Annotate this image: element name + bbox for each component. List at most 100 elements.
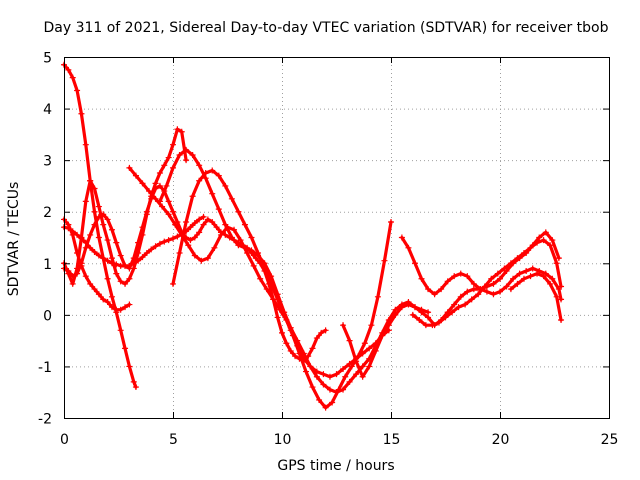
data-point [455,304,462,311]
axis-ticks [64,57,610,419]
data-point [211,244,218,251]
data-point [241,221,248,228]
data-point [170,208,176,215]
data-point [451,273,458,280]
data-point [108,304,115,311]
data-point [529,265,536,272]
data-point [558,317,565,324]
data-point [78,260,85,267]
x-tick-label: 5 [169,432,178,448]
data-point [113,239,120,246]
data-point [95,234,102,241]
data-point [398,234,405,241]
series-8-line [171,168,561,379]
data-point [442,314,449,321]
data-point [501,265,508,272]
data-point [126,301,133,308]
data-point [100,255,107,262]
data-point [549,275,556,282]
data-point [320,381,327,388]
data-point [104,298,111,305]
data-point [113,270,120,277]
data-point [69,228,76,235]
data-point [418,309,425,316]
data-point [198,257,205,264]
data-point [104,216,111,223]
data-point [422,322,429,329]
data-point [126,275,133,282]
data-point [313,368,320,375]
data-point [100,211,107,218]
data-point [547,242,554,249]
data-point [132,172,139,179]
data-point [222,221,229,228]
data-point [435,319,442,326]
data-point [231,226,238,233]
data-point [65,66,72,73]
data-point [108,255,115,262]
data-point [294,337,301,344]
data-point [307,363,314,370]
data-point [366,355,373,362]
x-tick-label: 25 [601,432,619,448]
data-point [74,270,81,277]
data-point [122,304,129,311]
data-point [87,177,94,184]
data-point [549,237,556,244]
data-point [176,249,183,256]
y-tick-label: 5 [43,51,52,67]
data-point [183,234,190,241]
data-point [95,203,102,210]
data-point [78,234,85,241]
y-axis-label: SDTVAR / TECUs [6,182,22,297]
data-point [418,275,425,282]
data-point [209,190,216,197]
data-point [139,254,146,261]
data-point [161,238,168,245]
data-point [104,275,111,282]
data-point [82,239,89,246]
data-point [276,306,283,313]
x-tick-label: 10 [274,432,292,448]
data-point [161,162,168,169]
data-point [108,260,115,267]
data-point [475,291,482,298]
data-point [152,180,159,187]
data-point [359,373,366,380]
data-point [213,224,220,231]
x-tick-label: 15 [383,432,401,448]
data-point [108,226,115,233]
data-point [322,327,329,334]
data-point [91,185,98,192]
data-point [385,322,392,329]
data-point [274,296,281,303]
y-tick-label: 1 [43,257,52,273]
data-point [416,317,423,324]
data-point [257,275,264,282]
data-point [170,164,176,171]
data-point [183,228,190,235]
data-point [507,286,514,293]
data-point [178,231,185,238]
data-point [451,301,458,308]
data-point [477,286,484,293]
data-point [342,373,349,380]
data-point [326,373,333,380]
data-point [320,371,327,378]
data-point [411,260,418,267]
data-point [74,231,81,238]
data-point [313,335,320,342]
data-point [255,249,262,256]
data-point [534,239,541,246]
data-point [547,280,554,287]
data-point [326,386,333,393]
data-point [261,265,268,272]
data-point [241,244,248,251]
data-point [353,358,360,365]
data-point [425,286,432,293]
data-point [74,87,81,94]
data-point [309,384,316,391]
data-point [95,252,102,259]
data-point [470,280,477,287]
data-point [130,378,137,385]
